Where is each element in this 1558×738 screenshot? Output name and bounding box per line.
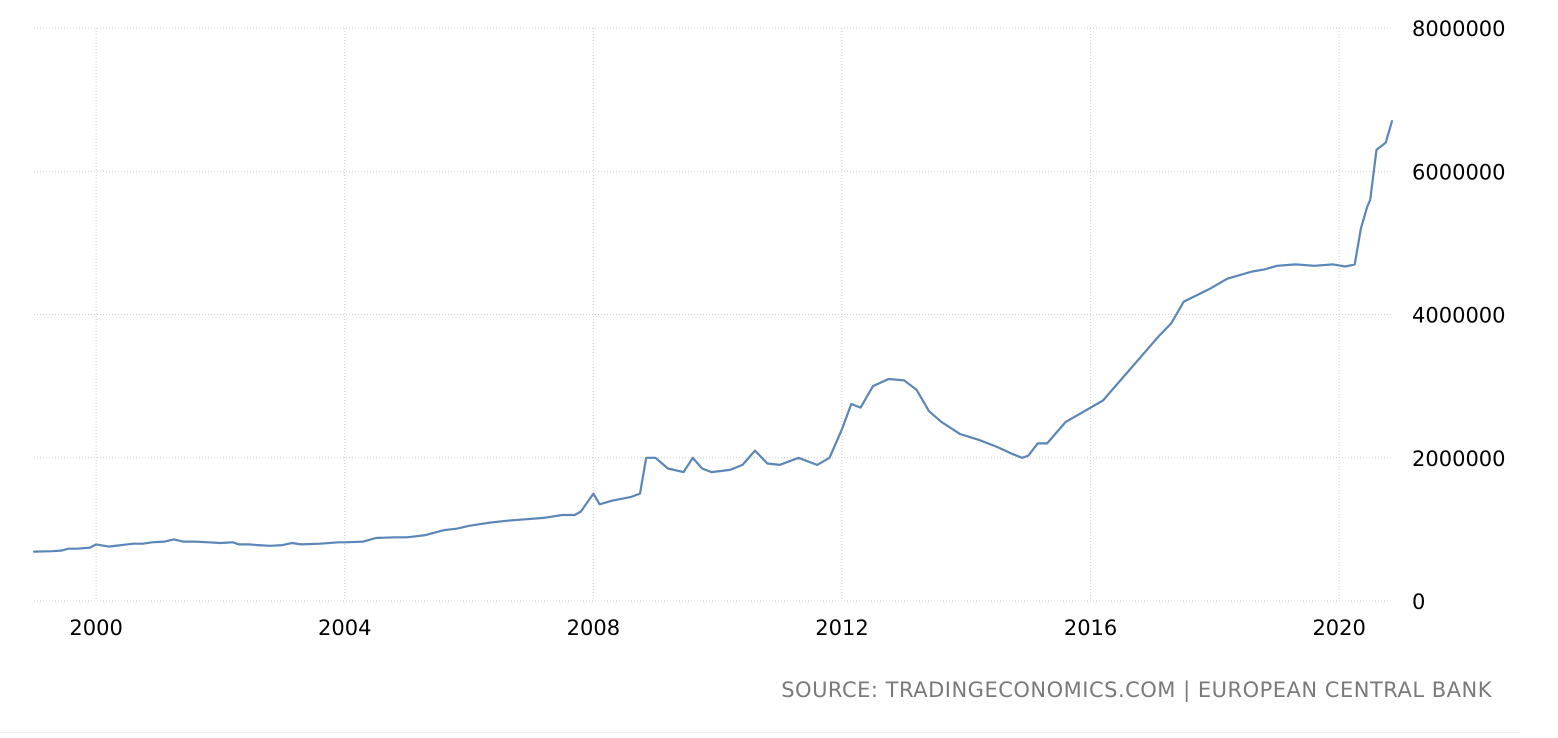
x-tick-label: 2020 [1312,616,1365,640]
source-attribution: SOURCE: TRADINGECONOMICS.COM | EUROPEAN … [781,678,1492,702]
y-tick-label: 0 [1412,590,1425,614]
x-tick-label: 2016 [1064,616,1117,640]
x-tick-label: 2000 [69,616,122,640]
x-tick-label: 2012 [815,616,868,640]
y-tick-label: 8000000 [1412,17,1506,41]
y-tick-label: 4000000 [1412,304,1506,328]
y-tick-label: 6000000 [1412,160,1506,184]
bottom-divider [0,732,1520,733]
series-group [32,119,1394,553]
x-tick-label: 2008 [567,616,620,640]
y-axis: 0 2000000 4000000 6000000 8000000 [1412,17,1506,614]
grid [34,27,1392,602]
x-tick-label: 2004 [318,616,371,640]
y-tick-label: 2000000 [1412,447,1506,471]
x-axis: 2000 2004 2008 2012 2016 2020 [69,616,1365,640]
series-line [32,119,1394,553]
